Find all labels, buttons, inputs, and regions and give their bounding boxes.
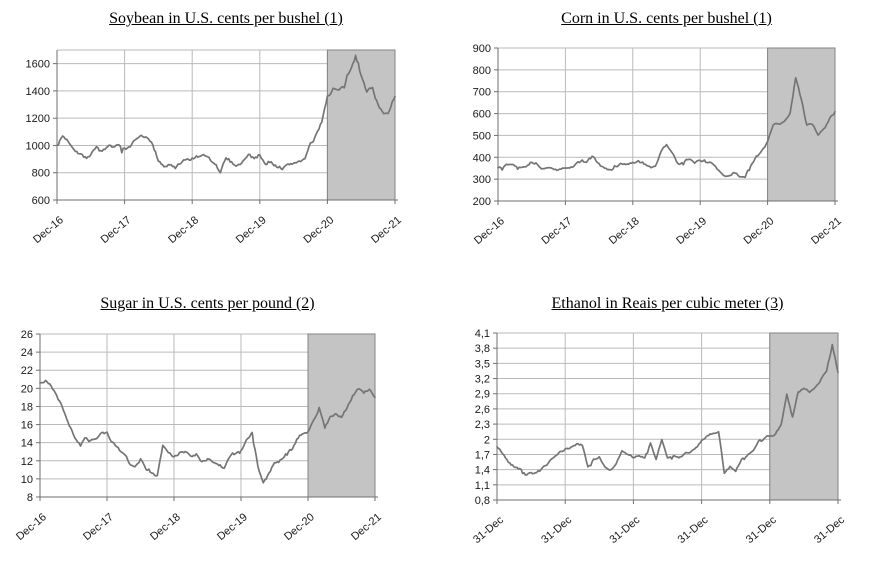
svg-text:3,5: 3,5 bbox=[475, 358, 490, 370]
svg-text:Dec-21: Dec-21 bbox=[349, 511, 384, 543]
svg-text:Dec-16: Dec-16 bbox=[472, 215, 507, 247]
svg-text:2: 2 bbox=[484, 434, 490, 446]
svg-text:2,3: 2,3 bbox=[475, 419, 490, 431]
svg-text:200: 200 bbox=[473, 196, 491, 208]
svg-text:800: 800 bbox=[32, 168, 50, 180]
svg-text:22: 22 bbox=[21, 365, 33, 377]
svg-text:0,8: 0,8 bbox=[475, 495, 490, 507]
svg-text:Dec-18: Dec-18 bbox=[148, 511, 183, 543]
svg-text:Dec-18: Dec-18 bbox=[166, 214, 201, 246]
svg-text:31-Dec: 31-Dec bbox=[676, 514, 711, 546]
svg-text:2,6: 2,6 bbox=[475, 404, 490, 416]
ethanol-chart: Ethanol in Reais per cubic meter (3) 0,8… bbox=[436, 281, 872, 562]
svg-text:Dec-19: Dec-19 bbox=[674, 215, 709, 247]
svg-text:1,7: 1,7 bbox=[475, 449, 490, 461]
svg-text:700: 700 bbox=[473, 87, 491, 99]
svg-text:31-Dec: 31-Dec bbox=[812, 514, 847, 546]
soybean-x-axis-labels: Dec-16 Dec-17 Dec-18 Dec-19 Dec-20 Dec-21 bbox=[31, 214, 404, 246]
svg-text:400: 400 bbox=[473, 152, 491, 164]
ethanol-y-axis-labels: 0,8 1,1 1,4 1,7 2 2,3 2,6 2,9 3,2 3,5 3,8 4,1 bbox=[475, 328, 490, 507]
sugar-price-line bbox=[39, 379, 376, 484]
svg-text:600: 600 bbox=[32, 195, 50, 207]
sugar-highlight-region bbox=[307, 333, 376, 498]
svg-text:8: 8 bbox=[27, 492, 33, 504]
svg-text:2,9: 2,9 bbox=[475, 389, 490, 401]
svg-text:300: 300 bbox=[473, 174, 491, 186]
corn-price-line bbox=[497, 77, 836, 179]
sugar-x-axis-labels: Dec-16 Dec-17 Dec-18 Dec-19 Dec-20 Dec-21 bbox=[14, 511, 384, 543]
svg-text:Dec-19: Dec-19 bbox=[215, 511, 250, 543]
ethanol-axes bbox=[493, 332, 841, 504]
sugar-chart-title: Sugar in U.S. cents per pound (2) bbox=[100, 295, 315, 312]
corn-x-axis-labels: Dec-16 Dec-17 Dec-18 Dec-19 Dec-20 Dec-21 bbox=[472, 215, 844, 247]
svg-text:Dec-20: Dec-20 bbox=[301, 214, 336, 246]
soybean-chart: Soybean in U.S. cents per bushel (1) 600… bbox=[0, 0, 436, 281]
sugar-chart: Sugar in U.S. cents per pound (2) 8 10 12 1… bbox=[0, 281, 436, 562]
svg-text:1,4: 1,4 bbox=[475, 465, 490, 477]
svg-text:3,8: 3,8 bbox=[475, 343, 490, 355]
ethanol-price-line bbox=[496, 343, 839, 476]
svg-text:Dec-17: Dec-17 bbox=[539, 215, 574, 247]
svg-text:Dec-17: Dec-17 bbox=[81, 511, 116, 543]
ethanol-highlight-region bbox=[769, 332, 839, 501]
svg-text:31-Dec: 31-Dec bbox=[539, 514, 574, 546]
corn-axes bbox=[494, 47, 838, 205]
svg-text:14: 14 bbox=[21, 438, 33, 450]
ethanol-chart-title: Ethanol in Reais per cubic meter (3) bbox=[551, 295, 784, 312]
svg-text:Dec-19: Dec-19 bbox=[234, 214, 269, 246]
svg-text:900: 900 bbox=[473, 43, 491, 55]
svg-text:1200: 1200 bbox=[26, 113, 50, 125]
svg-text:Dec-16: Dec-16 bbox=[14, 511, 49, 543]
svg-text:1400: 1400 bbox=[26, 86, 50, 98]
svg-text:1000: 1000 bbox=[26, 140, 50, 152]
svg-text:31-Dec: 31-Dec bbox=[607, 514, 642, 546]
corn-y-axis-labels: 200 300 400 500 600 700 800 900 bbox=[473, 43, 491, 208]
svg-text:Dec-20: Dec-20 bbox=[742, 215, 777, 247]
svg-text:16: 16 bbox=[21, 420, 33, 432]
sugar-y-axis-labels: 8 10 12 14 16 18 20 22 24 26 bbox=[21, 329, 33, 504]
svg-text:3,2: 3,2 bbox=[475, 374, 490, 386]
svg-text:Dec-16: Dec-16 bbox=[31, 214, 66, 246]
svg-text:Dec-21: Dec-21 bbox=[369, 214, 404, 246]
svg-text:12: 12 bbox=[21, 456, 33, 468]
svg-text:18: 18 bbox=[21, 401, 33, 413]
svg-text:1600: 1600 bbox=[26, 59, 50, 71]
ethanol-x-axis-labels: 31-Dec 31-Dec 31-Dec 31-Dec 31-Dec 31-Dec bbox=[471, 514, 847, 546]
svg-text:800: 800 bbox=[473, 65, 491, 77]
soybean-y-axis-labels: 600 800 1000 1200 1400 1600 bbox=[26, 59, 50, 207]
soybean-axes bbox=[53, 50, 398, 204]
svg-text:Dec-18: Dec-18 bbox=[607, 215, 642, 247]
soybean-chart-title: Soybean in U.S. cents per bushel (1) bbox=[109, 10, 343, 27]
svg-text:26: 26 bbox=[21, 329, 33, 341]
svg-text:10: 10 bbox=[21, 474, 33, 486]
soybean-highlight-region bbox=[326, 49, 396, 201]
corn-chart: Corn in U.S. cents per bushel (1) 200 300… bbox=[436, 0, 872, 281]
svg-text:Dec-20: Dec-20 bbox=[282, 511, 317, 543]
svg-text:24: 24 bbox=[21, 347, 33, 359]
svg-text:4,1: 4,1 bbox=[475, 328, 490, 340]
soybean-plot-area: 600 800 1000 1200 1400 1600 Dec-16 Dec-17 Dec-18… bbox=[26, 49, 404, 246]
svg-text:1,1: 1,1 bbox=[475, 480, 490, 492]
svg-text:20: 20 bbox=[21, 383, 33, 395]
svg-text:Dec-17: Dec-17 bbox=[99, 214, 134, 246]
corn-chart-title: Corn in U.S. cents per bushel (1) bbox=[561, 10, 772, 27]
svg-text:600: 600 bbox=[473, 109, 491, 121]
soybean-price-line bbox=[56, 54, 396, 174]
svg-text:31-Dec: 31-Dec bbox=[471, 514, 506, 546]
ethanol-plot-area: 0,8 1,1 1,4 1,7 2 2,3 2,6 2,9 3,2 3,5 3,8 4,1 31-Dec… bbox=[471, 328, 847, 546]
svg-text:31-Dec: 31-Dec bbox=[744, 514, 779, 546]
svg-text:Dec-21: Dec-21 bbox=[809, 215, 844, 247]
svg-text:500: 500 bbox=[473, 130, 491, 142]
sugar-axes bbox=[36, 333, 378, 501]
